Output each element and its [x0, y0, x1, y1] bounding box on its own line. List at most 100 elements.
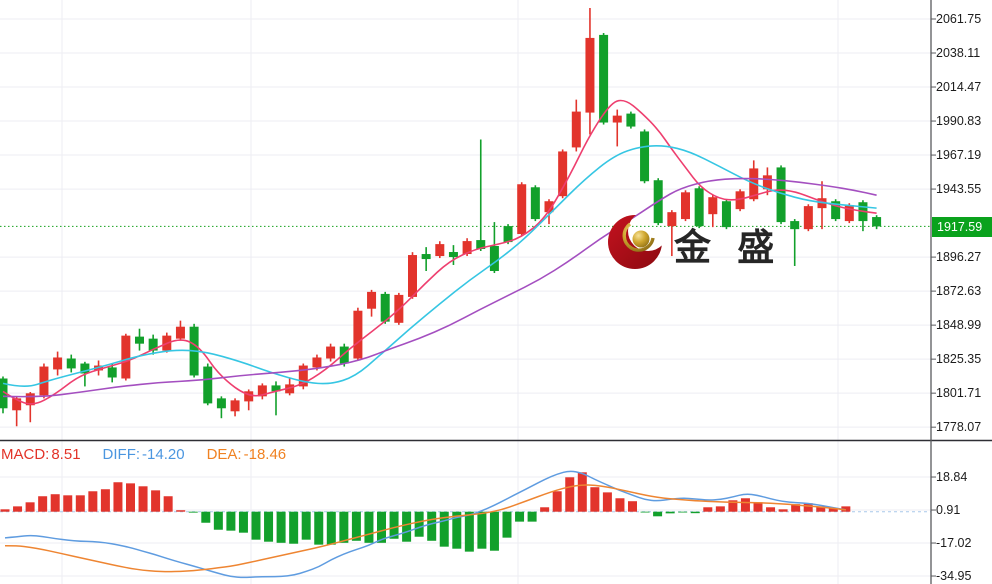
macd-bar — [377, 511, 386, 543]
macd-bar — [13, 506, 23, 512]
candle-body — [776, 167, 786, 223]
macd-bar — [176, 510, 186, 512]
candle-body — [408, 255, 417, 297]
macd-bar — [63, 495, 73, 512]
candle-body — [121, 335, 131, 379]
candle-body — [803, 206, 813, 230]
diff-value: DIFF: -14.20 — [102, 446, 185, 463]
macd-bar — [816, 506, 826, 512]
axis-tick-label: 1872.63 — [936, 283, 982, 298]
diff-line — [4, 470, 846, 579]
dea-value: DEA: -18.46 — [206, 446, 287, 463]
macd-bar — [264, 511, 274, 542]
dea-line — [4, 484, 846, 573]
macd-bar — [427, 511, 437, 541]
candle-body — [0, 378, 8, 409]
macd-bar — [25, 502, 35, 512]
axis-tick-label: 1896.27 — [936, 249, 982, 264]
candle-body — [462, 241, 472, 255]
macd-bar — [75, 495, 85, 512]
candle-body — [667, 212, 677, 227]
candle-body — [544, 201, 554, 213]
macd-bar — [803, 503, 813, 512]
axis-tick-label: 1848.99 — [936, 317, 982, 332]
candle-body — [148, 338, 158, 351]
axis-tick-label: 1967.19 — [936, 147, 982, 162]
candle-body — [244, 391, 254, 402]
watermark: 金 盛 — [606, 210, 782, 272]
axis-tick-label: -34.95 — [936, 568, 972, 583]
candle-body — [489, 245, 499, 272]
candle-body — [257, 385, 267, 397]
macd-bar — [753, 502, 763, 512]
macd-bar — [577, 472, 587, 512]
macd-bar — [464, 511, 474, 552]
candle-body — [790, 221, 800, 230]
macd-bar — [665, 511, 675, 514]
current-price-label: 1917.59 — [932, 217, 992, 237]
candle-body — [448, 252, 458, 258]
candle-body — [612, 115, 622, 123]
candle-body — [626, 113, 636, 127]
macd-bar — [615, 498, 625, 512]
macd-bar — [314, 511, 324, 545]
candle-body — [831, 201, 841, 220]
macd-value: MACD: 8.51 — [1, 446, 81, 463]
macd-bar — [88, 491, 98, 512]
macd-bar — [289, 511, 299, 544]
axis-tick-label: 1778.07 — [936, 419, 982, 434]
candle-body — [721, 201, 731, 228]
macd-bar — [590, 487, 600, 512]
candle-body — [708, 197, 718, 215]
candle-body — [25, 393, 35, 406]
macd-bar — [628, 501, 637, 512]
macd-bar — [251, 511, 261, 540]
macd-bar — [226, 511, 236, 531]
macd-bar — [151, 490, 161, 512]
macd-bar — [402, 511, 412, 542]
candle-body — [476, 240, 486, 249]
macd-bar — [477, 511, 487, 549]
macd-bar — [339, 511, 349, 543]
macd-bar — [602, 492, 612, 512]
brand-logo-icon — [608, 215, 662, 269]
macd-bar — [678, 511, 688, 513]
macd-bar — [703, 507, 713, 512]
macd-bar — [527, 511, 537, 522]
candle-body — [640, 131, 650, 182]
macd-bar — [728, 500, 738, 512]
candle-body — [66, 358, 76, 369]
candle-body — [530, 187, 540, 220]
candle-body — [175, 326, 185, 339]
macd-bar — [100, 489, 110, 512]
macd-bar — [715, 506, 725, 512]
candle-body — [135, 336, 144, 344]
macd-bar — [540, 507, 550, 512]
candle-body — [216, 398, 226, 409]
candle-body — [326, 346, 336, 359]
macd-bar — [690, 511, 700, 514]
axis-tick-label: 1990.83 — [936, 113, 982, 128]
macd-bar — [740, 498, 750, 512]
indicator-values-bar: MACD: 8.51 DIFF: -14.20 DEA: -18.46 — [1, 446, 286, 463]
candle-body — [844, 205, 854, 222]
macd-bar — [439, 511, 449, 547]
candle-body — [367, 291, 377, 309]
macd-bar — [364, 511, 374, 543]
candle-body — [203, 366, 213, 404]
ma-mid-line — [2, 145, 877, 387]
candle-body — [285, 384, 295, 394]
macd-bar — [163, 496, 173, 512]
macd-bar — [515, 511, 525, 522]
axis-tick-label: -17.02 — [936, 535, 972, 550]
macd-bar — [113, 482, 123, 512]
macd-bar — [326, 511, 336, 545]
axis-tick-label: 2038.11 — [936, 45, 981, 60]
macd-bar — [276, 511, 286, 543]
candle-body — [421, 254, 431, 260]
macd-bar — [502, 511, 512, 538]
candle-body — [872, 217, 882, 227]
candle-body — [503, 226, 513, 243]
